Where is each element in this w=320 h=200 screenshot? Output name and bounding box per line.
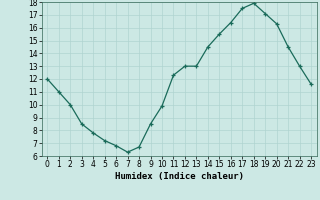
- X-axis label: Humidex (Indice chaleur): Humidex (Indice chaleur): [115, 172, 244, 181]
